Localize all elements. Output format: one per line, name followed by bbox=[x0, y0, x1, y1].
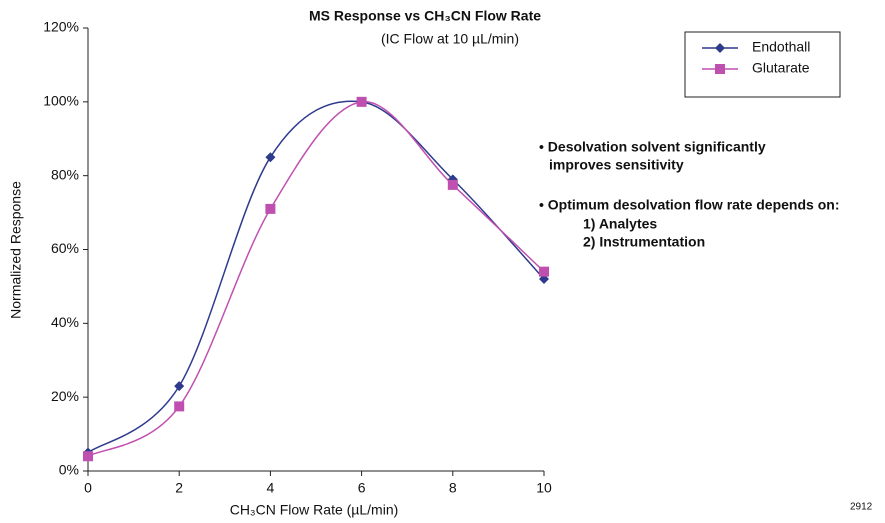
figure-id: 2912 bbox=[850, 502, 873, 513]
marker bbox=[539, 266, 549, 277]
x-axis-label: CH₃CN Flow Rate (µL/min) bbox=[230, 502, 399, 518]
marker bbox=[83, 451, 93, 462]
annotation: 1) Analytes bbox=[583, 216, 657, 232]
y-tick-label: 40% bbox=[51, 314, 79, 330]
marker bbox=[174, 401, 185, 412]
marker bbox=[447, 179, 458, 190]
marker bbox=[265, 152, 276, 163]
marker bbox=[715, 43, 725, 53]
x-tick-label: 8 bbox=[449, 480, 457, 496]
x-tick-label: 2 bbox=[175, 480, 183, 496]
x-tick-label: 6 bbox=[358, 480, 366, 496]
x-tick-label: 10 bbox=[536, 480, 552, 496]
annotation: • Optimum desolvation flow rate depends … bbox=[539, 197, 839, 213]
legend-box bbox=[684, 31, 841, 98]
x-tick-label: 0 bbox=[84, 480, 92, 496]
x-tick-label: 4 bbox=[267, 480, 275, 496]
y-tick-label: 120% bbox=[43, 19, 79, 35]
chart-subtitle: (IC Flow at 10 µL/min) bbox=[381, 31, 519, 47]
marker bbox=[265, 203, 276, 214]
annotation: 2) Instrumentation bbox=[583, 234, 705, 250]
marker bbox=[174, 381, 185, 392]
marker bbox=[356, 96, 367, 107]
y-tick-label: 100% bbox=[43, 93, 79, 109]
annotation: improves sensitivity bbox=[549, 157, 684, 173]
y-tick-label: 0% bbox=[59, 462, 79, 478]
y-tick-label: 80% bbox=[51, 166, 79, 182]
series-line bbox=[87, 100, 545, 454]
series-line bbox=[87, 101, 545, 457]
marker bbox=[715, 64, 725, 74]
annotation: • Desolvation solvent significantly bbox=[539, 139, 766, 155]
legend-label: Glutarate bbox=[752, 60, 810, 76]
y-axis-label: Normalized Response bbox=[8, 181, 24, 319]
chart-title: MS Response vs CH₃CN Flow Rate bbox=[309, 8, 541, 24]
y-tick-label: 20% bbox=[51, 388, 79, 404]
y-tick-label: 60% bbox=[51, 240, 79, 256]
legend-label: Endothall bbox=[752, 39, 810, 55]
